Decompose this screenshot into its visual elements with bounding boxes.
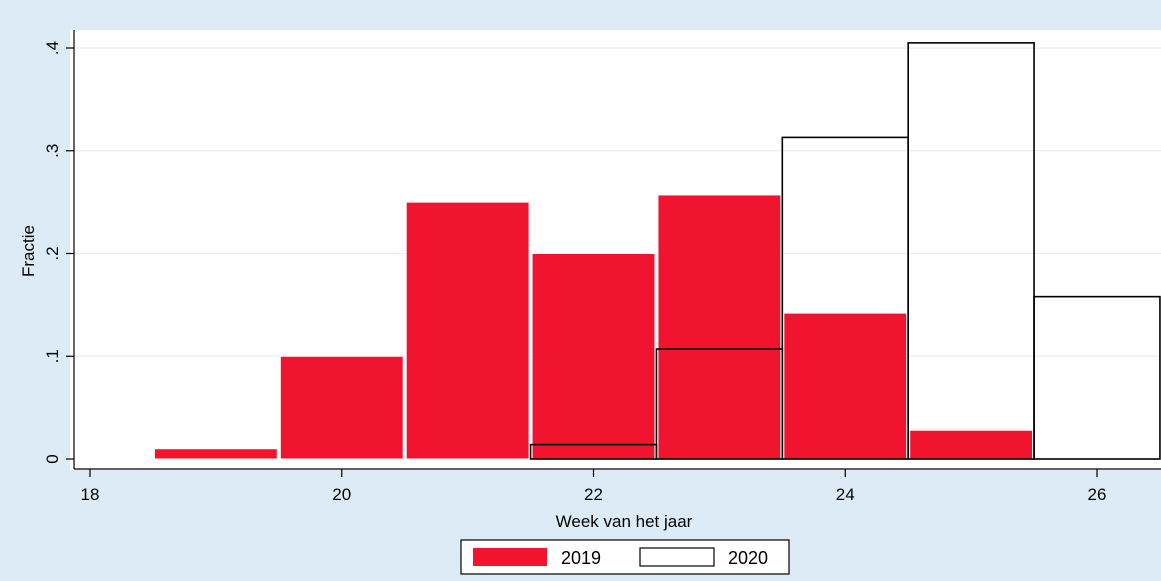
- y-tick-label: .1: [43, 349, 62, 363]
- y-axis-title: Fractie: [19, 225, 38, 277]
- y-tick-group: 0 .1 .2 .3 .4: [43, 41, 74, 464]
- x-tick-label: 26: [1088, 485, 1107, 504]
- x-tick-label: 20: [332, 485, 351, 504]
- bar-2019-week-21: [405, 201, 530, 460]
- legend-swatch-2020: [639, 547, 715, 567]
- y-tick-label: .4: [43, 41, 62, 55]
- bar-2020-week-25: [907, 42, 1035, 460]
- bars: [153, 42, 1161, 460]
- bar-2019-week-22: [531, 253, 656, 460]
- x-tick-label: 18: [81, 485, 100, 504]
- legend-label-2019: 2019: [561, 548, 601, 568]
- x-tick-group: 18 20 22 24 26: [81, 469, 1107, 504]
- x-tick-label: 24: [836, 485, 855, 504]
- bar-2019-week-24: [783, 312, 908, 460]
- bar-2019-week-23: [657, 194, 782, 460]
- y-tick-label: 0: [43, 454, 62, 463]
- legend-label-2020: 2020: [728, 548, 768, 568]
- x-tick-label: 22: [584, 485, 603, 504]
- bar-2019-week-25: [909, 429, 1034, 460]
- axes: [73, 30, 1161, 470]
- bar-2019-week-19: [153, 448, 278, 460]
- legend: 2019 2020: [460, 539, 790, 575]
- bar-2019-week-20: [279, 355, 404, 460]
- bar-2020-week-26: [1033, 295, 1161, 460]
- x-axis-title: Week van het jaar: [556, 512, 693, 531]
- y-tick-label: .3: [43, 144, 62, 158]
- legend-swatch-2019: [473, 548, 547, 566]
- y-tick-label: .2: [43, 246, 62, 260]
